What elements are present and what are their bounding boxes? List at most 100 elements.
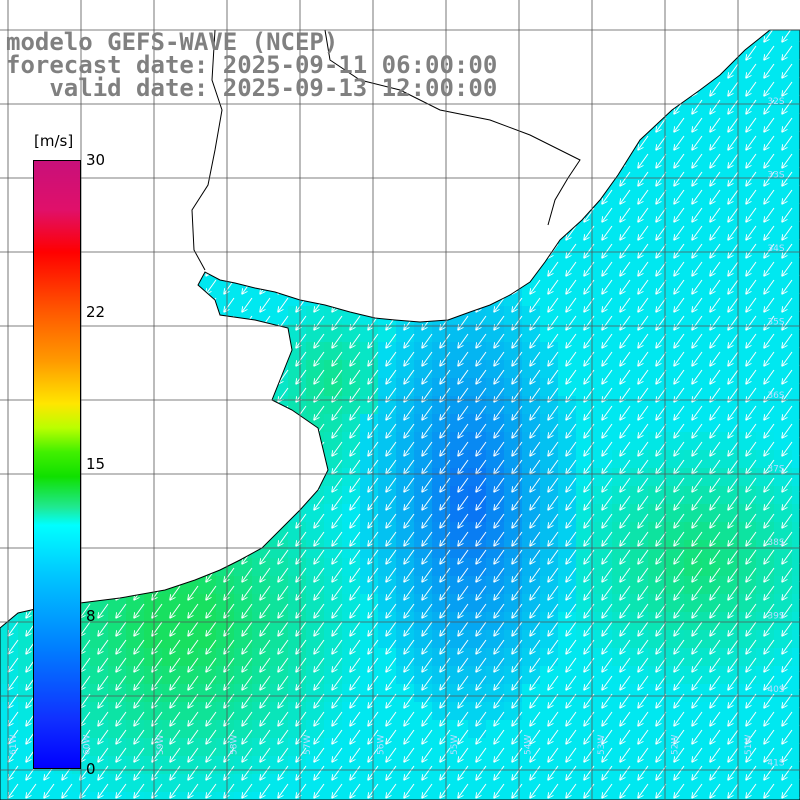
- wind-arrow: [674, 225, 685, 240]
- wind-cell: [774, 630, 792, 648]
- wind-cell: [720, 252, 738, 270]
- wind-cell: [306, 648, 324, 666]
- wind-cell: [342, 576, 360, 594]
- wind-cell: [252, 630, 270, 648]
- wind-cell: [522, 324, 540, 342]
- wind-cell: [738, 612, 756, 630]
- wind-cell: [360, 522, 378, 540]
- wind-cell: [90, 648, 108, 666]
- wind-arrow: [494, 405, 505, 420]
- wind-arrow: [674, 153, 685, 168]
- wind-cell: [666, 576, 684, 594]
- wind-cell: [540, 378, 558, 396]
- wind-cell: [756, 630, 774, 648]
- wind-arrow: [692, 369, 703, 384]
- wind-arrow: [674, 423, 685, 438]
- wind-cell: [342, 504, 360, 522]
- wind-cell: [594, 522, 612, 540]
- wind-cell: [756, 72, 774, 90]
- wind-cell: [90, 684, 108, 702]
- wind-cell: [792, 288, 800, 306]
- wind-cell: [630, 630, 648, 648]
- wind-cell: [468, 324, 486, 342]
- wind-cell: [576, 288, 594, 306]
- wind-cell: [648, 234, 666, 252]
- wind-cell: [324, 522, 342, 540]
- wind-cell: [486, 558, 504, 576]
- wind-arrow: [530, 495, 541, 510]
- wind-cell: [702, 378, 720, 396]
- wind-cell: [666, 270, 684, 288]
- wind-arrow: [296, 531, 307, 546]
- wind-cell: [540, 360, 558, 378]
- wind-cell: [396, 414, 414, 432]
- wind-cell: [792, 792, 800, 800]
- wind-cell: [108, 648, 126, 666]
- wind-cell: [738, 504, 756, 522]
- wind-cell: [342, 342, 360, 360]
- wind-cell: [162, 648, 180, 666]
- lon-label: 56W: [377, 735, 387, 755]
- wind-cell: [648, 450, 666, 468]
- wind-cell: [342, 720, 360, 738]
- wind-cell: [450, 756, 468, 774]
- wind-cell: [144, 648, 162, 666]
- wind-arrow: [674, 261, 685, 276]
- wind-cell: [324, 504, 342, 522]
- wind-cell: [738, 432, 756, 450]
- wind-cell: [288, 648, 306, 666]
- wind-arrow: [638, 207, 649, 222]
- wind-cell: [666, 162, 684, 180]
- wind-cell: [648, 198, 666, 216]
- wind-cell: [468, 378, 486, 396]
- wind-cell: [738, 216, 756, 234]
- wind-arrow: [764, 117, 775, 132]
- wind-cell: [522, 378, 540, 396]
- wind-arrow: [548, 513, 559, 528]
- wind-cell: [486, 414, 504, 432]
- wind-arrow: [566, 495, 577, 510]
- wind-cell: [396, 648, 414, 666]
- wind-arrow: [512, 441, 523, 456]
- wind-cell: [738, 324, 756, 342]
- wind-cell: [774, 720, 792, 738]
- wind-arrow: [512, 459, 523, 474]
- wind-cell: [198, 594, 216, 612]
- wind-arrow: [782, 333, 793, 348]
- wind-cell: [252, 648, 270, 666]
- wind-arrow: [602, 495, 613, 510]
- wind-cell: [360, 774, 378, 792]
- wind-cell: [414, 468, 432, 486]
- wind-arrow: [692, 99, 703, 114]
- wind-cell: [558, 702, 576, 720]
- wind-cell: [612, 540, 630, 558]
- lat-label: 39S: [767, 612, 784, 622]
- wind-cell: [648, 216, 666, 234]
- wind-cell: [342, 774, 360, 792]
- wind-arrow: [566, 369, 577, 384]
- wind-cell: [648, 378, 666, 396]
- wind-cell: [666, 378, 684, 396]
- wind-cell: [540, 270, 558, 288]
- wind-arrow: [242, 297, 253, 312]
- wind-arrow: [422, 513, 433, 528]
- wind-arrow: [620, 369, 631, 384]
- wind-arrow: [728, 99, 739, 114]
- wind-arrow: [566, 405, 577, 420]
- wind-arrow: [494, 495, 505, 510]
- wind-cell: [324, 324, 342, 342]
- wind-cell: [612, 360, 630, 378]
- wind-cell: [684, 612, 702, 630]
- wind-arrow: [782, 243, 793, 258]
- wind-cell: [324, 720, 342, 738]
- wind-arrow: [764, 135, 775, 150]
- wind-cell: [774, 666, 792, 684]
- wind-cell: [612, 216, 630, 234]
- wind-arrow: [440, 351, 451, 366]
- wind-cell: [0, 666, 18, 684]
- wind-arrow: [350, 513, 361, 528]
- wind-cell: [756, 216, 774, 234]
- wind-cell: [540, 684, 558, 702]
- wind-cell: [396, 360, 414, 378]
- wind-cell: [792, 216, 800, 234]
